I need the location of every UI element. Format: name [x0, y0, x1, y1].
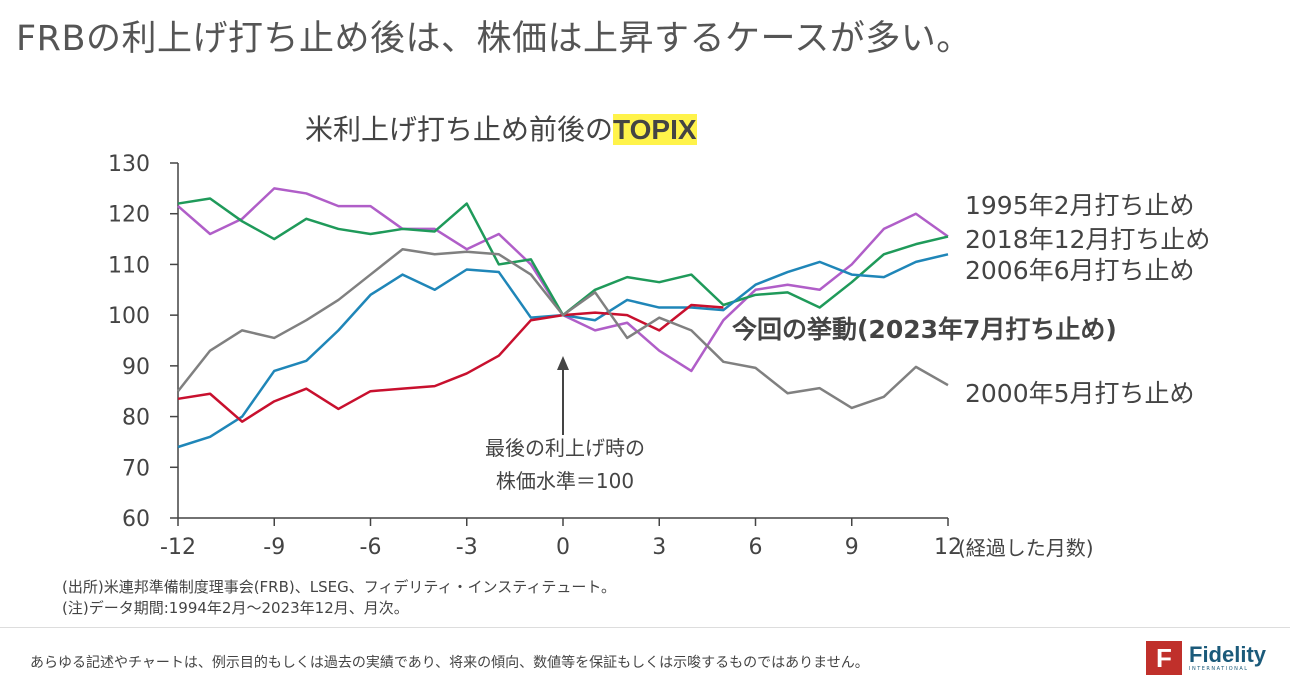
legend-label-1995: 1995年2月打ち止め — [965, 191, 1195, 220]
y-tick-label: 70 — [122, 456, 150, 481]
x-tick-label: -6 — [360, 535, 382, 560]
footer-divider — [0, 627, 1290, 628]
source-note: (出所)米連邦準備制度理事会(FRB)、LSEG、フィデリティ・インスティテュー… — [62, 578, 617, 596]
x-tick-label: 12 — [934, 535, 962, 560]
x-tick-label: -12 — [160, 535, 196, 560]
chart-title-highlight: TOPIX — [613, 114, 697, 145]
y-tick-label: 90 — [122, 355, 150, 380]
disclaimer: あらゆる記述やチャートは、例示目的もしくは過去の実績であり、将来の傾向、数値等を… — [30, 655, 869, 671]
legend-label-2006: 2006年6月打ち止め — [965, 256, 1195, 285]
x-tick-label: 3 — [652, 535, 666, 560]
y-tick-label: 100 — [108, 304, 150, 329]
y-tick-label: 80 — [122, 406, 150, 431]
headline: FRBの利上げ打ち止め後は、株価は上昇するケースが多い。 — [16, 19, 972, 59]
annotation-line-2: 株価水準＝100 — [495, 469, 635, 493]
x-tick-label: 9 — [845, 535, 859, 560]
x-tick-label: 0 — [556, 535, 570, 560]
legend-label-2018: 2018年12月打ち止め — [965, 225, 1211, 254]
series-line-4 — [177, 247, 949, 410]
y-tick-label: 110 — [108, 253, 150, 278]
legend-label-2000: 2000年5月打ち止め — [965, 379, 1195, 408]
annotation-line-1: 最後の利上げ時の — [485, 436, 645, 460]
y-tick-label: 60 — [122, 507, 150, 532]
data-period-note: (注)データ期間:1994年2月～2023年12月、月次。 — [62, 599, 409, 617]
logo-mark: F — [1146, 641, 1182, 675]
chart-title: 米利上げ打ち止め前後のTOPIX — [305, 108, 697, 148]
annotation-note: 最後の利上げ時の 株価水準＝100 — [470, 432, 660, 498]
y-tick-label: 120 — [108, 203, 150, 228]
x-tick-label: -3 — [456, 535, 478, 560]
legend-label-2023: 今回の挙動(2023年7月打ち止め) — [732, 315, 1117, 344]
x-axis-label: (経過した月数) — [958, 536, 1094, 560]
x-tick-label: 6 — [749, 535, 763, 560]
annotation-arrow-head — [557, 356, 569, 370]
logo-name: Fidelity — [1189, 641, 1267, 667]
fidelity-logo: F Fidelity INTERNATIONAL — [1146, 641, 1266, 675]
series-line-3 — [177, 303, 724, 423]
x-tick-label: -9 — [263, 535, 285, 560]
chart-title-prefix: 米利上げ打ち止め前後の — [305, 113, 614, 146]
series-line-1 — [177, 197, 949, 317]
y-tick-label: 130 — [108, 152, 150, 177]
logo-sub: INTERNATIONAL — [1189, 665, 1249, 672]
